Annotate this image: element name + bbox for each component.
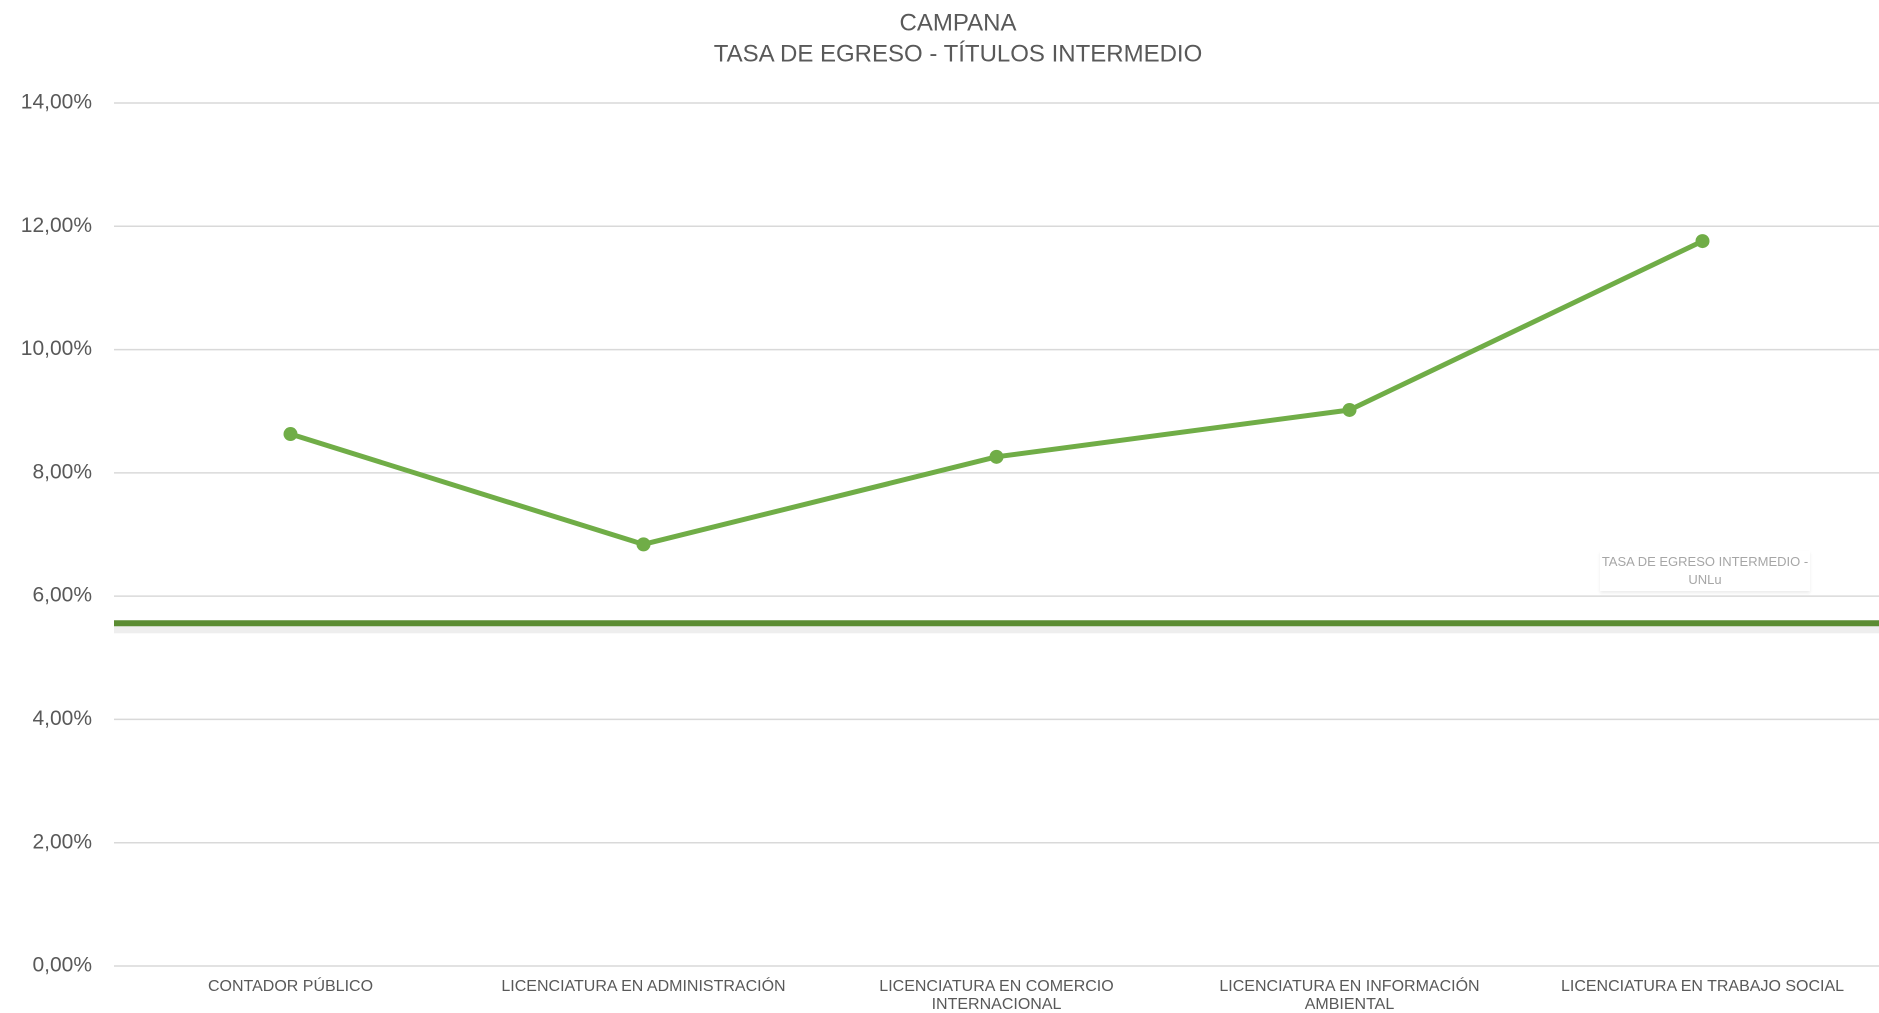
y-tick-label: 0,00%: [32, 954, 92, 977]
x-tick-label: LICENCIATURA EN INFORMACIÓN AMBIENTAL: [1219, 978, 1480, 1013]
y-tick-label: 14,00%: [21, 91, 92, 114]
y-tick-label: 10,00%: [21, 337, 92, 360]
y-tick-label: 4,00%: [32, 707, 92, 730]
reference-label: TASA DE EGRESO INTERMEDIO - UNLu: [1600, 551, 1810, 592]
y-tick-label: 6,00%: [32, 584, 92, 607]
x-tick-label: CONTADOR PÚBLICO: [207, 978, 374, 995]
chart-title: CAMPANA: [900, 9, 1017, 36]
x-tick-label: LICENCIATURA EN TRABAJO SOCIAL: [1560, 978, 1845, 995]
data-point: [1695, 234, 1710, 249]
y-tick-label: 8,00%: [32, 460, 92, 483]
x-tick-label: LICENCIATURA EN COMERCIO INTERNACIONAL: [879, 978, 1114, 1013]
x-tick-label: LICENCIATURA EN ADMINISTRACIÓN: [501, 978, 786, 995]
data-point: [989, 449, 1004, 464]
data-point: [283, 427, 298, 442]
data-point: [1342, 402, 1357, 417]
y-tick-label: 2,00%: [32, 830, 92, 853]
data-point: [636, 537, 651, 552]
chart-subtitle: TASA DE EGRESO - TÍTULOS INTERMEDIO: [714, 40, 1203, 67]
reference-shadow: [114, 625, 1879, 634]
series-line: [289, 238, 1704, 547]
y-tick-label: 12,00%: [21, 214, 92, 237]
